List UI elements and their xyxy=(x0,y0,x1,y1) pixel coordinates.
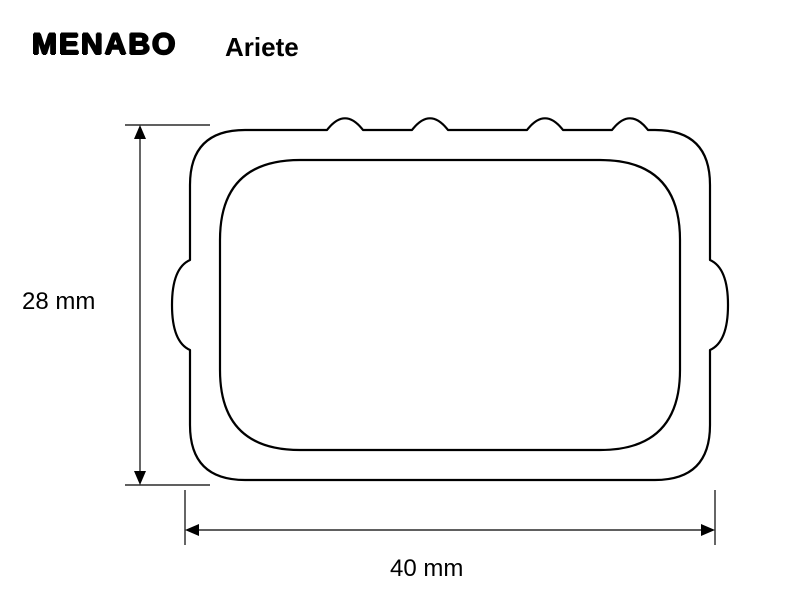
page-root: MENABO Ariete 28 mm 40 mm xyxy=(0,0,800,600)
cross-section-diagram xyxy=(0,0,800,600)
